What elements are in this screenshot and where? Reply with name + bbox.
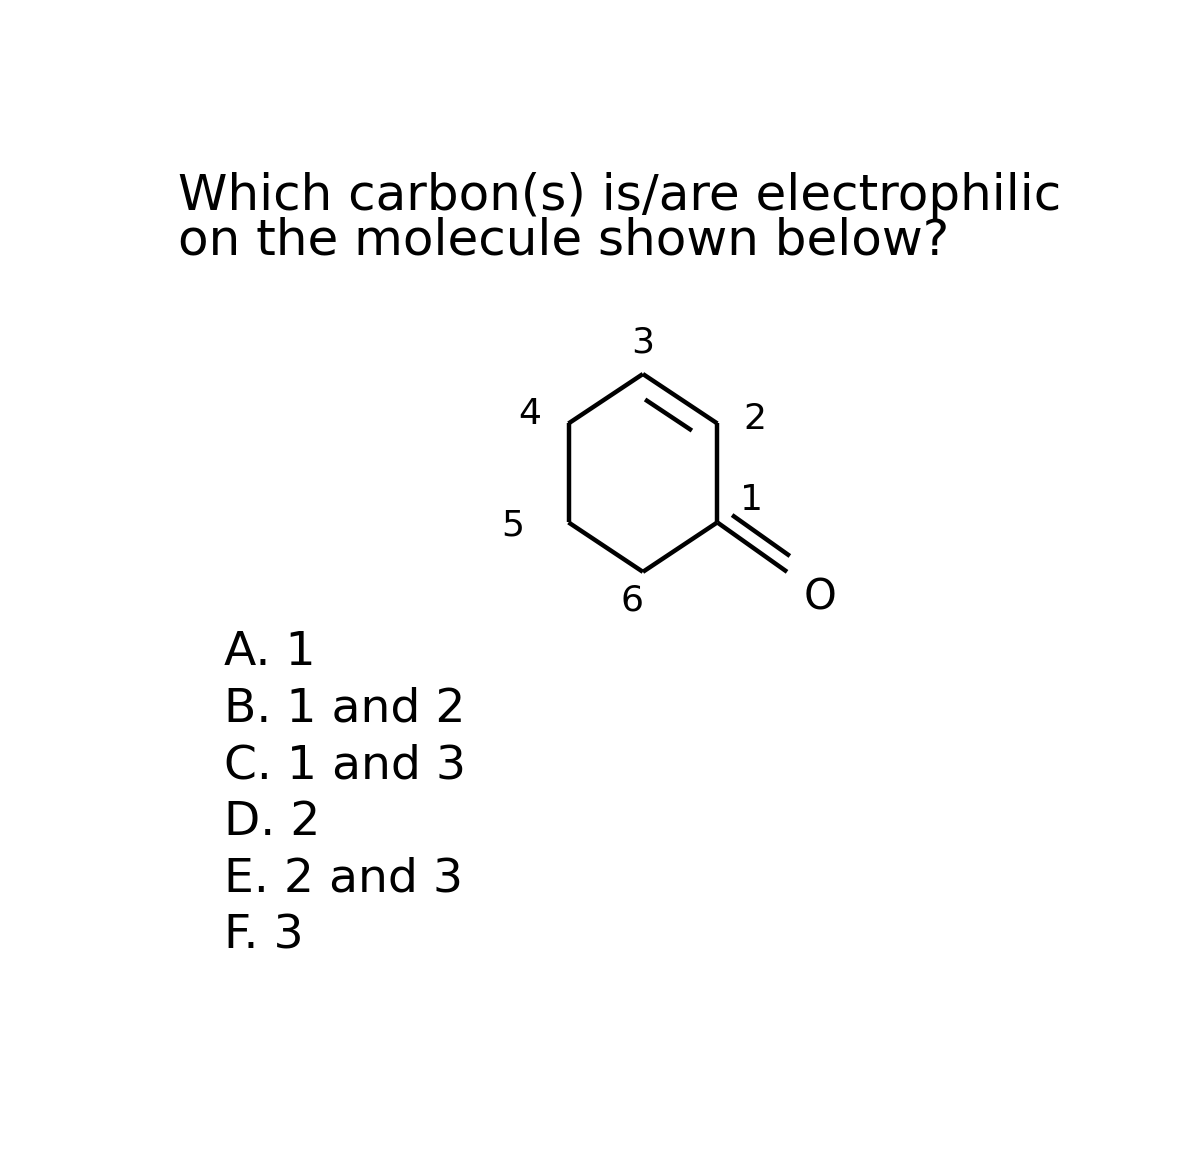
Text: B. 1 and 2: B. 1 and 2: [224, 687, 466, 732]
Text: 5: 5: [502, 508, 524, 542]
Text: D. 2: D. 2: [224, 800, 320, 846]
Text: 2: 2: [743, 402, 766, 436]
Text: 3: 3: [631, 326, 654, 360]
Text: O: O: [803, 576, 836, 618]
Text: E. 2 and 3: E. 2 and 3: [224, 857, 463, 902]
Text: 4: 4: [518, 397, 541, 431]
Text: 6: 6: [620, 584, 643, 618]
Text: A. 1: A. 1: [224, 631, 316, 675]
Text: on the molecule shown below?: on the molecule shown below?: [178, 216, 949, 265]
Text: 1: 1: [740, 482, 763, 517]
Text: F. 3: F. 3: [224, 913, 304, 959]
Text: Which carbon(s) is/are electrophilic: Which carbon(s) is/are electrophilic: [178, 172, 1061, 220]
Text: C. 1 and 3: C. 1 and 3: [224, 744, 467, 788]
